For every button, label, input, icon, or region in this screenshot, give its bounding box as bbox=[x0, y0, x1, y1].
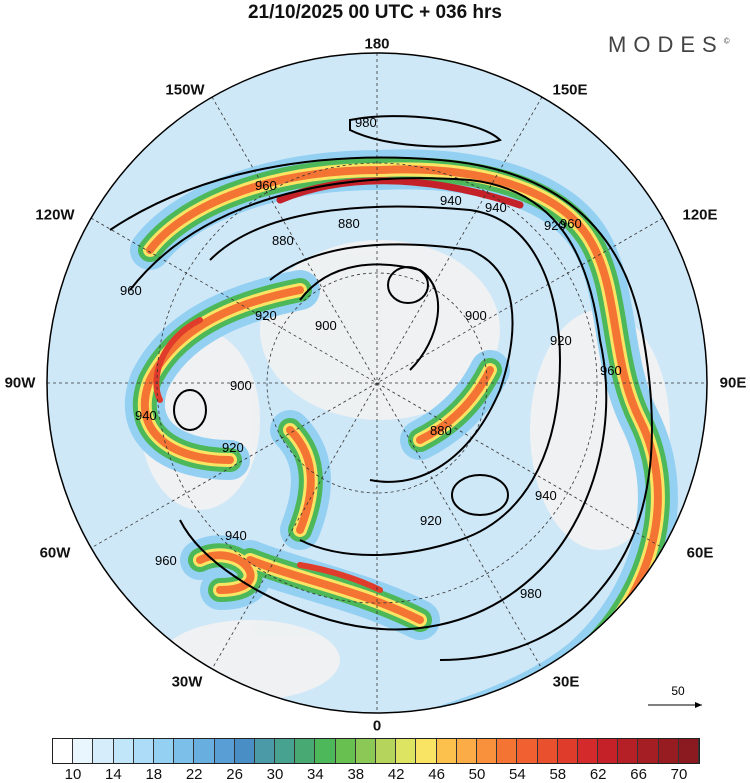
colorbar-tick-label: 38 bbox=[347, 766, 365, 783]
colorbar-tick-label: 62 bbox=[589, 766, 607, 783]
contour-label: 880 bbox=[338, 216, 360, 231]
contour-label: 960 bbox=[155, 553, 177, 568]
colorbar-tick-label: 18 bbox=[145, 766, 163, 783]
lon-label-150w: 150W bbox=[165, 81, 205, 99]
colorbar-tick-label: 42 bbox=[387, 766, 405, 783]
contour-label: 940 bbox=[225, 528, 247, 543]
colorbar-swatch bbox=[436, 739, 457, 763]
colorbar-swatch bbox=[254, 739, 276, 763]
contour-label: 960 bbox=[600, 363, 622, 378]
colorbar-swatch bbox=[335, 739, 356, 763]
lon-label-120e: 120E bbox=[682, 206, 718, 224]
colorbar-swatch bbox=[497, 739, 518, 763]
lon-label-60w: 60W bbox=[39, 544, 71, 562]
colorbar-swatch bbox=[194, 739, 215, 763]
lon-label-90e: 90E bbox=[719, 374, 747, 392]
contour-label: 900 bbox=[315, 318, 337, 333]
colorbar-swatch bbox=[93, 739, 114, 763]
contour-label-group: 980 960 940 920 900 880 880 900 920 940 … bbox=[120, 115, 622, 601]
colorbar-tick-label: 22 bbox=[185, 766, 203, 783]
lon-label-30w: 30W bbox=[171, 673, 203, 691]
contour-label: 960 bbox=[255, 178, 277, 193]
map-border bbox=[46, 52, 708, 714]
colorbar-tick-label: 66 bbox=[630, 766, 647, 783]
contour-label: 960 bbox=[120, 283, 142, 298]
colorbar-tick-label: 58 bbox=[549, 766, 567, 783]
contour-label: 900 bbox=[465, 308, 487, 323]
modes-logo: MODES© bbox=[608, 32, 730, 58]
lon-label-90w: 90W bbox=[4, 374, 36, 392]
contour-label: 920 bbox=[420, 513, 442, 528]
colorbar-tick-label: 26 bbox=[226, 766, 243, 783]
logo-text: MODES bbox=[608, 32, 724, 57]
colorbar-swatch bbox=[456, 739, 477, 763]
colorbar-swatch bbox=[618, 739, 639, 763]
colorbar-tick-label: 14 bbox=[105, 766, 122, 783]
colorbar-tick-label: 46 bbox=[428, 766, 445, 783]
colorbar-swatch bbox=[638, 739, 659, 763]
colorbar-tick-label: 50 bbox=[468, 766, 486, 783]
colorbar-swatch bbox=[234, 739, 255, 763]
colorbar-swatch bbox=[153, 739, 175, 763]
colorbar-tick-label: 54 bbox=[509, 766, 526, 783]
vector-reference-label: 50 bbox=[671, 684, 685, 698]
colorbar-swatch bbox=[113, 739, 134, 763]
height-contours bbox=[109, 115, 653, 661]
colorbar-swatch bbox=[678, 739, 699, 763]
colorbar-swatch bbox=[315, 739, 336, 763]
contour-label: 940 bbox=[135, 408, 157, 423]
lon-label-120w: 120W bbox=[35, 206, 75, 224]
logo-mark: © bbox=[723, 36, 730, 46]
contour-label: 920 bbox=[544, 218, 566, 233]
colorbar-tick-label: 30 bbox=[266, 766, 284, 783]
contour-label: 980 bbox=[355, 115, 377, 130]
colorbar-swatch bbox=[658, 739, 679, 763]
map-title: 21/10/2025 00 UTC + 036 hrs bbox=[247, 2, 503, 23]
colorbar-swatch bbox=[577, 739, 599, 763]
colorbar-swatch bbox=[476, 739, 498, 763]
lon-label-30e: 30E bbox=[552, 673, 580, 691]
colorbar-swatch bbox=[416, 739, 437, 763]
colorbar-swatch bbox=[174, 739, 195, 763]
contour-label: 900 bbox=[230, 378, 252, 393]
lon-label-180: 180 bbox=[364, 35, 390, 53]
colorbar-swatch bbox=[214, 739, 235, 763]
contour-label: 880 bbox=[272, 233, 294, 248]
contour-label: 920 bbox=[550, 333, 572, 348]
colorbar-swatch bbox=[355, 739, 376, 763]
colorbar-swatch bbox=[517, 739, 538, 763]
colorbar-tick-label: 10 bbox=[64, 766, 82, 783]
contour-label: 920 bbox=[255, 308, 277, 323]
lon-label-150e: 150E bbox=[552, 81, 588, 99]
colorbar-swatch bbox=[537, 739, 558, 763]
contour-label: 960 bbox=[560, 216, 582, 231]
contour-label: 940 bbox=[485, 200, 507, 215]
colorbar bbox=[52, 738, 700, 764]
contour-label: 940 bbox=[535, 488, 557, 503]
contour-label: 920 bbox=[222, 440, 244, 455]
colorbar-tick-label: 70 bbox=[670, 766, 688, 783]
contour-label: 940 bbox=[440, 193, 462, 208]
graticule bbox=[47, 53, 707, 713]
vector-reference bbox=[648, 702, 702, 708]
colorbar-swatch bbox=[598, 739, 619, 763]
contour-label: 880 bbox=[430, 423, 452, 438]
colorbar-tick-label: 34 bbox=[307, 766, 324, 783]
colorbar-swatch bbox=[557, 739, 578, 763]
contour-label: 980 bbox=[520, 586, 542, 601]
colorbar-swatch bbox=[275, 739, 296, 763]
lon-label-60e: 60E bbox=[686, 544, 714, 562]
colorbar-swatch bbox=[133, 739, 154, 763]
colorbar-swatch bbox=[53, 739, 74, 763]
colorbar-swatch bbox=[295, 739, 316, 763]
colorbar-swatch bbox=[73, 739, 94, 763]
colorbar-swatch bbox=[396, 739, 417, 763]
colorbar-swatch bbox=[376, 739, 397, 763]
lon-label-0: 0 bbox=[372, 717, 382, 735]
